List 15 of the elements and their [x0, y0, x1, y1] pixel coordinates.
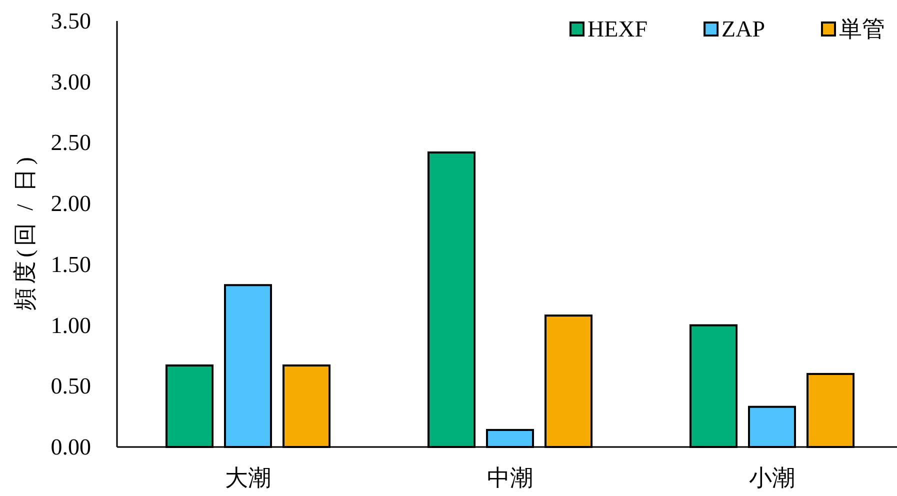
y-axis-title: 頻度(回 / 日): [12, 154, 38, 310]
y-tick-label: 0.50: [50, 374, 91, 399]
y-tick-label: 3.50: [50, 8, 91, 34]
y-tick-label: 0.00: [50, 434, 91, 460]
y-tick-label: 2.50: [50, 130, 91, 156]
y-tick-label: 1.00: [50, 312, 91, 338]
y-tick-label: 2.00: [50, 191, 91, 216]
x-tick-label: 中潮: [487, 466, 533, 490]
x-tick-label: 小潮: [749, 466, 795, 490]
y-tick-label: 1.50: [50, 252, 91, 277]
legend-label: 単管: [839, 16, 885, 42]
legend-label: ZAP: [722, 16, 765, 42]
y-tick-label: 3.00: [50, 69, 91, 94]
x-tick-label: 大潮: [225, 466, 271, 490]
legend-label: HEXF: [587, 16, 648, 42]
